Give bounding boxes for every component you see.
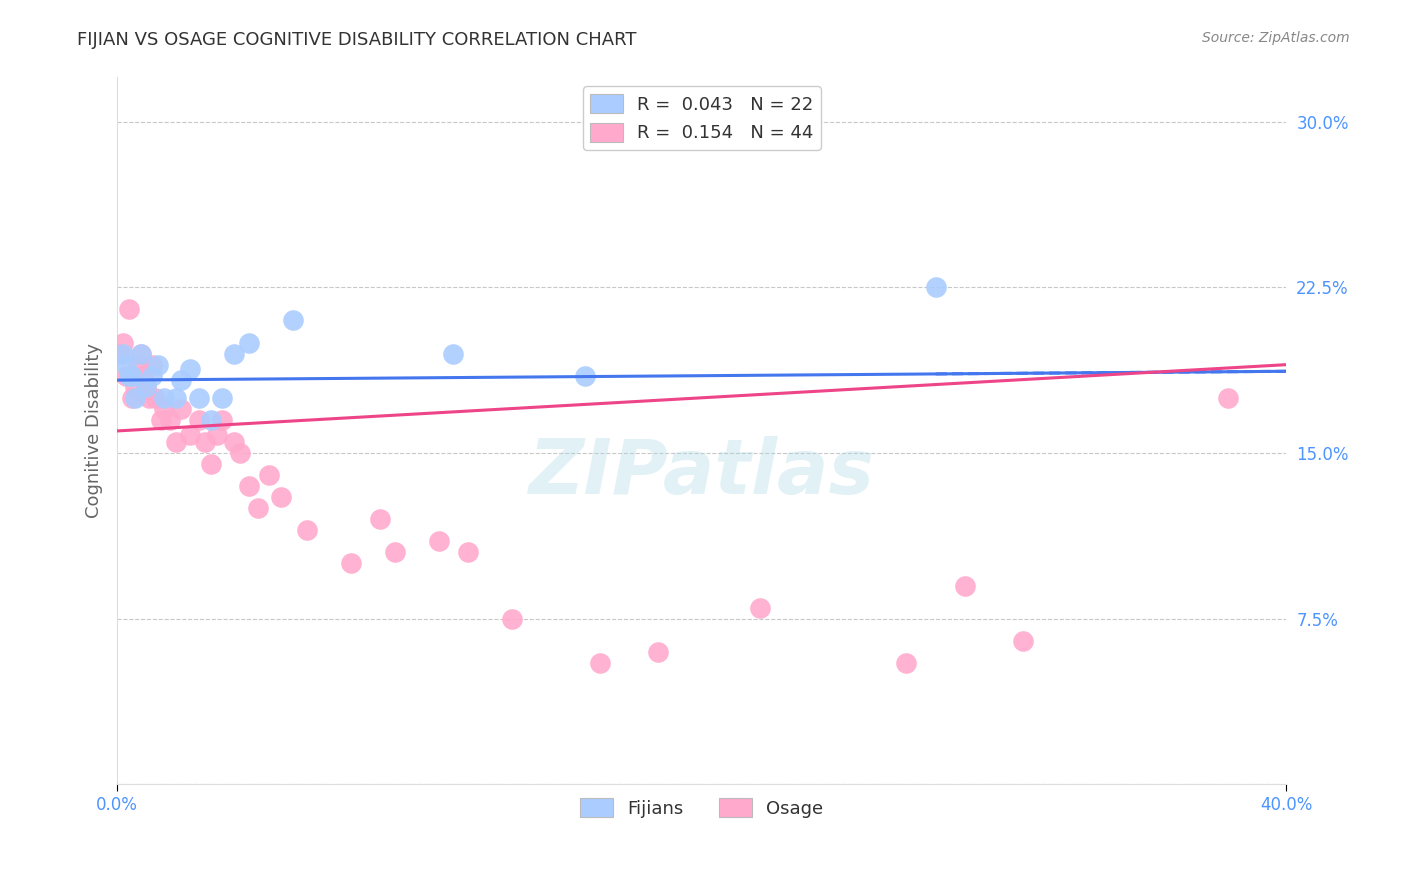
Point (427, 534, 450, 549)
Point (127, 358, 149, 372)
Point (211, 391, 233, 405)
Point (143, 391, 166, 405)
Point (281, 313, 304, 327)
Point (457, 545, 479, 559)
Point (270, 490, 292, 504)
Point (115, 368, 138, 383)
Point (501, 612, 523, 626)
Point (295, 524, 318, 538)
Point (121, 391, 143, 405)
Point (108, 346, 131, 360)
Point (112, 335, 135, 350)
Point (340, 557, 363, 571)
Point (188, 413, 211, 427)
Point (224, 346, 246, 360)
Point (115, 358, 138, 372)
Point (384, 545, 406, 559)
Point (150, 413, 173, 427)
Point (211, 413, 233, 427)
Point (138, 391, 160, 405)
Point (441, 346, 464, 360)
Point (153, 391, 176, 405)
Text: FIJIAN VS OSAGE COGNITIVE DISABILITY CORRELATION CHART: FIJIAN VS OSAGE COGNITIVE DISABILITY COR… (77, 31, 637, 49)
Point (165, 391, 187, 405)
Point (141, 358, 163, 372)
Point (124, 391, 146, 405)
Point (165, 434, 187, 449)
Point (170, 401, 193, 416)
Point (574, 368, 596, 383)
Point (238, 479, 260, 493)
Point (112, 346, 135, 360)
Point (896, 656, 918, 670)
Point (200, 457, 222, 471)
Point (246, 501, 269, 516)
Legend: Fijians, Osage: Fijians, Osage (572, 790, 831, 825)
Point (170, 373, 193, 387)
Point (121, 368, 143, 383)
Point (924, 280, 946, 294)
Point (749, 600, 772, 615)
Point (224, 434, 246, 449)
Point (257, 468, 280, 483)
Point (194, 434, 217, 449)
Point (200, 413, 222, 427)
Point (141, 368, 163, 383)
Point (1216, 391, 1239, 405)
Point (588, 656, 610, 670)
Point (153, 401, 176, 416)
Point (205, 428, 228, 442)
Point (179, 362, 201, 376)
Point (135, 380, 157, 394)
Point (146, 358, 169, 372)
Point (238, 335, 260, 350)
Point (118, 302, 141, 317)
Y-axis label: Cognitive Disability: Cognitive Disability (86, 343, 103, 518)
Point (124, 380, 146, 394)
Text: Source: ZipAtlas.com: Source: ZipAtlas.com (1202, 31, 1350, 45)
Point (129, 346, 152, 360)
Point (1012, 633, 1035, 648)
Point (229, 446, 252, 460)
Point (179, 428, 201, 442)
Point (118, 368, 141, 383)
Point (129, 346, 152, 360)
Text: ZIPatlas: ZIPatlas (529, 436, 875, 510)
Point (135, 380, 157, 394)
Point (132, 368, 155, 383)
Point (188, 391, 211, 405)
Point (159, 413, 181, 427)
Point (953, 578, 976, 592)
Point (368, 512, 391, 526)
Point (647, 645, 669, 659)
